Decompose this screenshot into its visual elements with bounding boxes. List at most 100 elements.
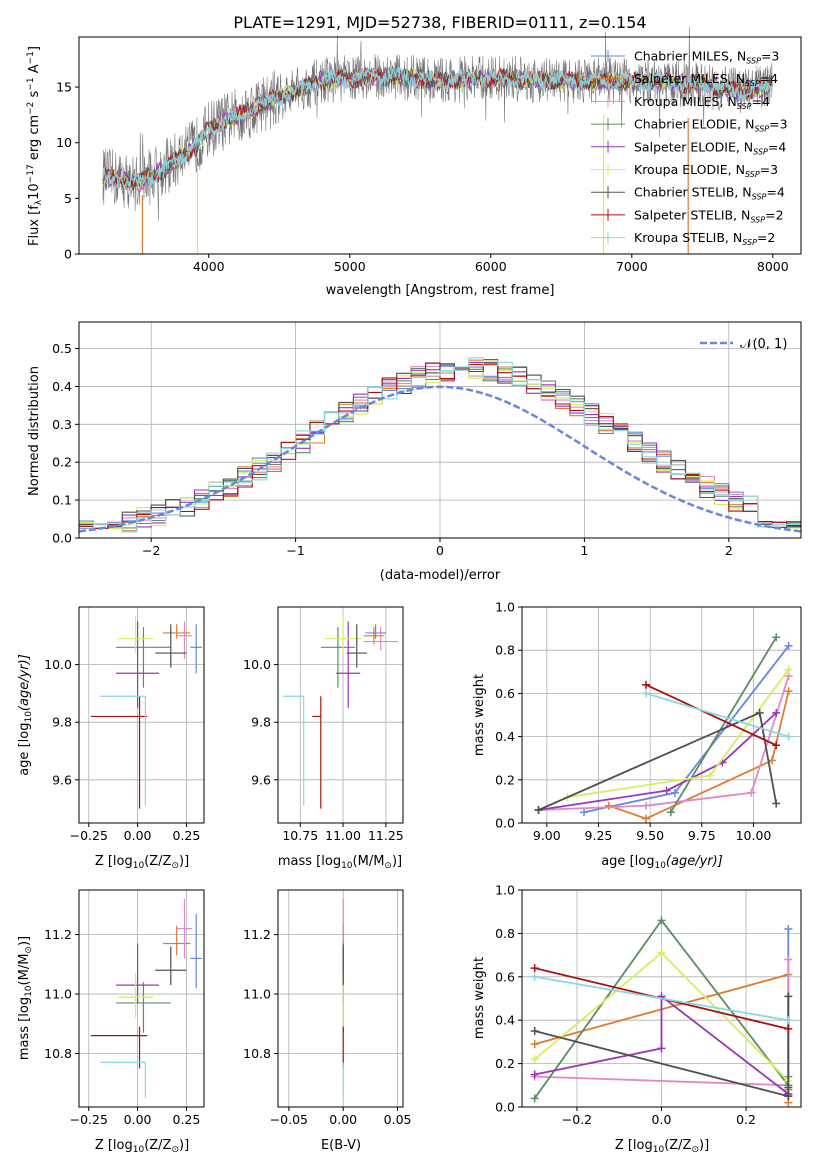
weight-age-marker [784,687,793,696]
spectrum-panel: PLATE=1291, MJD=52738, FIBERID=0111, z=0… [26,13,802,298]
age-z-plot-area: −0.25 0.00 0.25 9.6 9.8 10.0 [44,606,205,843]
legend-label: Salpeter ELODIE, NSSP=4 [634,139,786,156]
mass-z-xlabel: Z [log10(Z/Z⊙)] [95,1138,189,1155]
mass-ebv-ytick-label: 11.0 [243,987,271,1002]
weight-age-frame [521,606,802,824]
weight-z-marker [784,992,793,1001]
age-z-ytick-label: 9.6 [52,772,72,787]
weight-age-marker [768,756,777,765]
age-mass-ytick-label: 9.8 [251,715,271,730]
mass-z-ytick-label: 11.2 [44,927,72,942]
mass-ebv-xtick-label: 0.05 [384,1112,412,1127]
weight-z-marker [784,925,793,934]
weight-z-marker [657,1044,666,1053]
weight-age-marker [772,633,781,642]
legend-label: Salpeter MILES, NSSP=4 [634,71,778,88]
mass-ebv-plot-area: −0.05 0.00 0.05 10.8 11.0 11.2 [243,889,412,1127]
legend-label: Kroupa MILES, NSSP=4 [634,94,770,111]
weight-z-series-line [534,994,789,1095]
age-z-xlabel: Z [log10(Z/Z⊙)] [95,854,189,871]
mass-z-frame [78,889,205,1108]
weight-age-marker [706,771,715,780]
weight-z-frame [521,889,802,1108]
weight-age-marker [666,808,675,817]
mass-ebv-ytick-label: 11.2 [243,927,271,942]
histogram-ytick-label: 0.5 [52,341,72,356]
age-mass-xtick-label: 11.25 [368,828,404,843]
weight-age-ylabel: mass weight [472,674,487,756]
weight-z-marker [530,1040,539,1049]
weight-age-ytick-label: 0.2 [495,772,515,787]
spectrum-legend: Chabrier MILES, NSSP=3 Salpeter MILES, NS… [591,49,788,247]
histogram-xtick-label: −2 [142,543,160,558]
histogram-xtick-label: 1 [580,543,588,558]
weight-age-marker [642,680,650,689]
age-z-xtick-label: 0.25 [173,828,201,843]
weight-z-ytick-label: 0.6 [495,969,515,984]
histogram-ytick-label: 0.1 [52,493,72,508]
weight-z-xtick-label: −0.2 [562,1112,592,1127]
weight-age-marker [755,708,764,717]
histogram-ytick-label: 0.4 [52,379,72,394]
weight-age-series-line [538,675,790,811]
spectrum-xtick-label: 8000 [757,259,789,274]
mass-z-ytick-label: 11.0 [44,987,72,1002]
mass-vs-ebv-panel: −0.05 0.00 0.05 10.8 11.0 11.2 E(B-V) [243,889,412,1153]
weight-z-xtick-label: 0.2 [736,1112,756,1127]
weight-z-marker [784,1016,793,1025]
histogram-ytick-label: 0.0 [52,531,72,546]
weight-z-marker [530,964,539,973]
weight-z-ytick-label: 1.0 [495,883,515,898]
normal-distribution-curve [78,385,802,533]
spectrum-ytick-label: 10 [56,135,72,150]
mass-ebv-xtick-label: −0.05 [270,1112,308,1127]
weight-age-xtick-label: 9.25 [585,828,613,843]
age-mass-ytick-label: 10.0 [243,657,271,672]
mass-ebv-ytick-label: 10.8 [243,1046,271,1061]
weight-z-series-line [534,996,790,1098]
age-z-ylabel: age [log10(age/yr)] [17,654,34,776]
age-z-xtick-label: 0.00 [124,828,152,843]
weight-z-marker [657,948,666,957]
weight-z-xtick-label: 0.0 [652,1112,672,1127]
weight-age-series-line [645,683,777,747]
spectrum-ylabel: Flux [fλ10−17 erg cm−2 s−1 A−1] [26,46,44,246]
histogram-legend: 𝒩(0, 1) [700,337,787,352]
weight-age-marker [772,741,781,750]
weight-z-ytick-label: 0.0 [495,1100,515,1115]
weight-z-marker [784,1092,793,1101]
age-z-xtick-label: −0.25 [70,828,108,843]
weight-age-series-line [538,712,777,811]
weight-z-marker [657,916,666,925]
weight-age-xlabel: age [log10(age/yr)] [601,854,723,871]
residual-histogram-series [79,357,801,533]
weight-z-ytick-label: 0.8 [495,926,515,941]
legend-label: Chabrier MILES, NSSP=3 [634,49,779,66]
weight-age-marker [784,732,793,741]
age-vs-mass-panel: 10.75 11.00 11.25 9.6 9.8 10.0 mass [log10(M/… [243,606,404,871]
legend-label: Kroupa ELODIE, NSSP=3 [634,162,778,179]
weight-age-marker [784,665,793,674]
weight-age-marker [747,788,756,797]
histogram-frame [78,321,802,539]
age-z-frame [78,606,205,824]
weight-vs-metallicity-panel: −0.2 0.0 0.2 0.0 0.2 0.4 0.6 0.8 1.0 Z [log10(Z/… [472,883,802,1155]
age-mass-frame [277,606,404,824]
mass-ebv-xlabel: E(B-V) [321,1138,361,1153]
weight-age-ytick-label: 0.8 [495,643,515,658]
weight-age-plot-area: 9.00 9.25 9.50 9.75 10.00 0.0 0.2 0.4 0.6 0.8 1.0 [495,600,802,843]
histogram-plot-area: −2 −1 0 1 2 0.0 0.1 0.2 0.3 0.4 0.5 [52,321,802,558]
weight-z-xlabel: Z [log10(Z/Z⊙)] [615,1138,709,1155]
histogram-ytick-label: 0.2 [52,455,72,470]
spectrum-xtick-label: 6000 [475,259,507,274]
age-z-ytick-label: 9.8 [52,715,72,730]
weight-age-xtick-label: 9.75 [688,828,716,843]
weight-age-xtick-label: 9.00 [533,828,561,843]
weight-age-marker [642,814,650,823]
weight-age-ytick-label: 0.6 [495,686,515,701]
mass-z-ylabel: mass [log10(M/M⊙)] [17,936,34,1060]
spectrum-ytick-label: 5 [64,191,72,206]
age-vs-metallicity-panel: −0.25 0.00 0.259.69.810.0 Z [log10(Z/Z⊙)] … [17,606,205,871]
legend-label: Chabrier ELODIE, NSSP=3 [634,117,788,134]
